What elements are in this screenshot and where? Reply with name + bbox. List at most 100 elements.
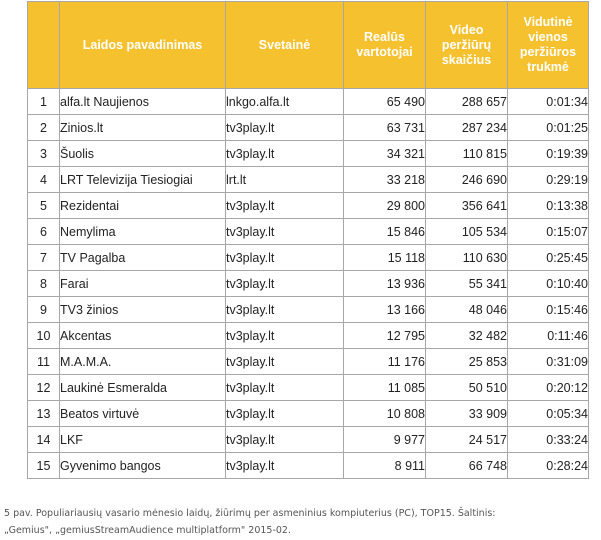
cell-rank: 12 [27,374,60,401]
caption-line-2: „Gemius", „gemiusStreamAudience multipla… [4,525,291,536]
cell-show-name: Zinios.lt [59,114,226,141]
cell-video-views: 66 748 [425,452,508,479]
cell-real-users: 33 218 [343,166,426,193]
cell-website: tv3play.lt [225,348,344,375]
cell-real-users: 11 085 [343,374,426,401]
cell-video-views: 110 815 [425,140,508,167]
table-row: 1 alfa.lt Naujienos lnkgo.alfa.lt 65 490 288… [27,88,589,115]
cell-video-views: 110 630 [425,244,508,271]
cell-avg-duration: 0:20:12 [507,374,589,401]
figure-caption: 5 pav. Populiariausių vasario mėnesio la… [4,505,594,539]
table-row: 6 Nemylima tv3play.lt 15 846 105 534 0:15:07 [27,218,589,245]
cell-show-name: M.A.M.A. [59,348,226,375]
cell-show-name: Farai [59,270,226,297]
table-row: 10 Akcentas tv3play.lt 12 795 32 482 0:11:46 [27,322,589,349]
cell-website: lnkgo.alfa.lt [225,88,344,115]
cell-video-views: 55 341 [425,270,508,297]
cell-video-views: 356 641 [425,192,508,219]
cell-avg-duration: 0:15:07 [507,218,589,245]
cell-website: tv3play.lt [225,400,344,427]
cell-real-users: 11 176 [343,348,426,375]
table-row: 9 TV3 žinios tv3play.lt 13 166 48 046 0:15:46 [27,296,589,323]
cell-real-users: 9 977 [343,426,426,453]
cell-website: tv3play.lt [225,192,344,219]
cell-real-users: 63 731 [343,114,426,141]
table-row: 11 M.A.M.A. tv3play.lt 11 176 25 853 0:31:09 [27,348,589,375]
cell-website: tv3play.lt [225,374,344,401]
cell-video-views: 48 046 [425,296,508,323]
table-row: 12 Laukinė Esmeralda tv3play.lt 11 085 50 51… [27,374,589,401]
table-row: 5 Rezidentai tv3play.lt 29 800 356 641 0:13:3… [27,192,589,219]
cell-real-users: 15 118 [343,244,426,271]
cell-rank: 13 [27,400,60,427]
cell-avg-duration: 0:19:39 [507,140,589,167]
cell-rank: 7 [27,244,60,271]
cell-rank: 15 [27,452,60,479]
cell-rank: 10 [27,322,60,349]
cell-real-users: 29 800 [343,192,426,219]
cell-website: tv3play.lt [225,322,344,349]
header-show-name: Laidos pavadinimas [59,1,226,89]
cell-avg-duration: 0:25:45 [507,244,589,271]
cell-show-name: LRT Televizija Tiesiogiai [59,166,226,193]
cell-website: lrt.lt [225,166,344,193]
cell-rank: 8 [27,270,60,297]
header-website: Svetainė [225,1,344,89]
cell-website: tv3play.lt [225,244,344,271]
cell-video-views: 33 909 [425,400,508,427]
cell-video-views: 32 482 [425,322,508,349]
cell-show-name: Akcentas [59,322,226,349]
table-row: 3 Šuolis tv3play.lt 34 321 110 815 0:19:39 [27,140,589,167]
table-row: 15 Gyvenimo bangos tv3play.lt 8 911 66 748 0:… [27,452,589,479]
cell-real-users: 12 795 [343,322,426,349]
cell-avg-duration: 0:31:09 [507,348,589,375]
cell-website: tv3play.lt [225,140,344,167]
header-row: Laidos pavadinimas Svetainė Realūs varto… [27,1,589,89]
cell-rank: 4 [27,166,60,193]
cell-avg-duration: 0:15:46 [507,296,589,323]
cell-avg-duration: 0:28:24 [507,452,589,479]
cell-show-name: TV3 žinios [59,296,226,323]
caption-line-1: 5 pav. Populiariausių vasario mėnesio la… [4,508,496,519]
cell-real-users: 65 490 [343,88,426,115]
cell-website: tv3play.lt [225,452,344,479]
cell-avg-duration: 0:05:34 [507,400,589,427]
cell-show-name: TV Pagalba [59,244,226,271]
cell-real-users: 34 321 [343,140,426,167]
cell-show-name: Gyvenimo bangos [59,452,226,479]
cell-real-users: 15 846 [343,218,426,245]
header-avg-duration: Vidutinė vienos peržiūros trukmė [507,1,589,89]
table-row: 2 Zinios.lt tv3play.lt 63 731 287 234 0:01:25 [27,114,589,141]
table-row: 14 LKF tv3play.lt 9 977 24 517 0:33:24 [27,426,589,453]
cell-website: tv3play.lt [225,296,344,323]
cell-show-name: Šuolis [59,140,226,167]
cell-video-views: 246 690 [425,166,508,193]
cell-rank: 9 [27,296,60,323]
cell-real-users: 10 808 [343,400,426,427]
cell-avg-duration: 0:13:38 [507,192,589,219]
cell-video-views: 50 510 [425,374,508,401]
cell-rank: 1 [27,88,60,115]
cell-rank: 11 [27,348,60,375]
cell-website: tv3play.lt [225,114,344,141]
header-rank [27,1,60,89]
table-row: 4 LRT Televizija Tiesiogiai lrt.lt 33 218 24… [27,166,589,193]
cell-video-views: 25 853 [425,348,508,375]
table-row: 8 Farai tv3play.lt 13 936 55 341 0:10:40 [27,270,589,297]
header-video-views: Video peržiūrų skaičius [425,1,508,89]
cell-avg-duration: 0:11:46 [507,322,589,349]
cell-real-users: 13 166 [343,296,426,323]
cell-website: tv3play.lt [225,426,344,453]
cell-rank: 5 [27,192,60,219]
cell-avg-duration: 0:01:34 [507,88,589,115]
cell-real-users: 13 936 [343,270,426,297]
cell-website: tv3play.lt [225,218,344,245]
cell-video-views: 287 234 [425,114,508,141]
cell-show-name: Rezidentai [59,192,226,219]
cell-video-views: 24 517 [425,426,508,453]
table-body: 1 alfa.lt Naujienos lnkgo.alfa.lt 65 490 288… [27,88,589,479]
header-real-users: Realūs vartotojai [343,1,426,89]
cell-rank: 14 [27,426,60,453]
cell-website: tv3play.lt [225,270,344,297]
